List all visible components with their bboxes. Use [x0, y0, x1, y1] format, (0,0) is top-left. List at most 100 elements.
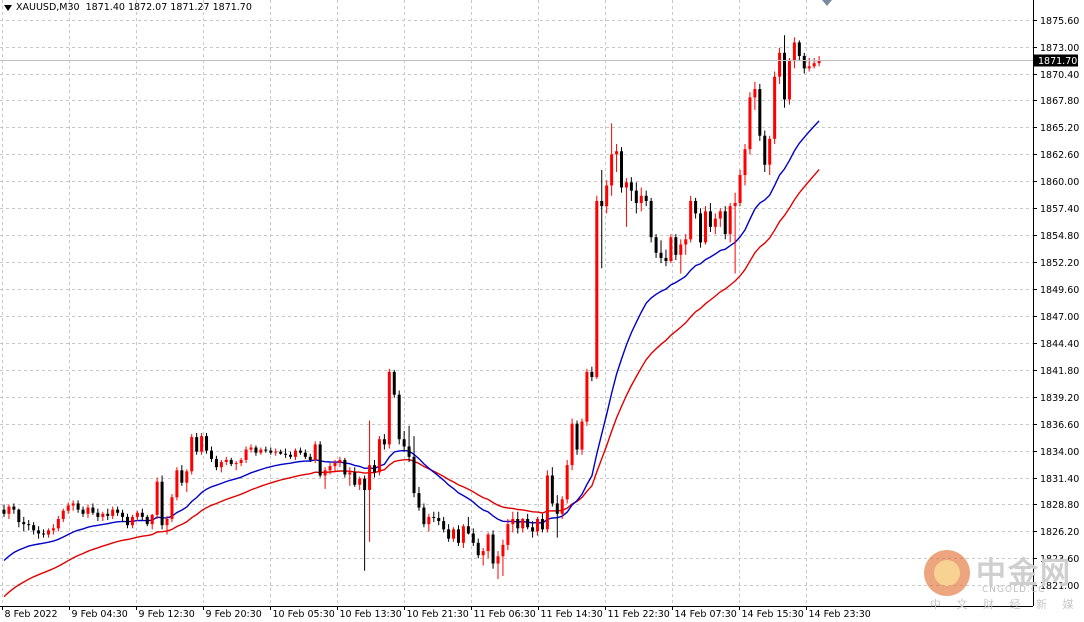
current-price-marker: 1871.70	[0, 54, 1078, 67]
candle	[501, 539, 505, 576]
candle	[461, 524, 465, 548]
y-tick-label: 1862.60	[1040, 150, 1079, 161]
candle	[570, 418, 574, 471]
current-price-box	[1034, 54, 1078, 67]
candle	[817, 55, 821, 67]
candle	[763, 130, 767, 172]
candle	[175, 467, 179, 501]
x-tick-label: 11 Feb 22:30	[608, 609, 670, 620]
candle	[452, 527, 456, 542]
low-value: 1871.27	[170, 2, 210, 13]
candle	[496, 551, 500, 580]
candle	[382, 434, 386, 450]
candle-body	[244, 449, 248, 460]
candle-body	[259, 449, 263, 453]
candle-body	[22, 522, 26, 525]
candle-body	[812, 63, 816, 67]
candle	[392, 369, 396, 398]
candle	[407, 425, 411, 463]
candle	[373, 459, 376, 478]
candle	[116, 506, 120, 516]
candle-body	[447, 529, 451, 539]
candle	[748, 92, 752, 155]
candle-body	[313, 444, 317, 460]
candle-body	[703, 211, 707, 243]
candle	[447, 524, 451, 542]
y-tick-label: 1844.40	[1040, 339, 1079, 350]
current-price-label: 1871.70	[1038, 56, 1077, 67]
candle-body	[807, 66, 811, 69]
candle	[254, 445, 258, 456]
candle-body	[555, 503, 559, 514]
candle-body	[229, 459, 233, 465]
candle-body	[610, 154, 614, 186]
candle-body	[387, 371, 391, 445]
candle-body	[150, 514, 154, 525]
candle	[595, 195, 599, 380]
candle-body	[580, 421, 584, 450]
candle-body	[175, 470, 179, 498]
candle-body	[224, 459, 228, 463]
candle-body	[205, 436, 209, 451]
candle	[368, 420, 372, 542]
candle-body	[101, 513, 105, 517]
candle-body	[713, 218, 717, 227]
candle-body	[17, 509, 21, 523]
candle-body	[46, 530, 50, 535]
y-tick-label: 1875.60	[1040, 16, 1079, 27]
candle	[363, 475, 367, 571]
candle-body	[185, 471, 189, 483]
candle-body	[565, 465, 569, 500]
candle-body	[708, 211, 712, 227]
candle-body	[733, 203, 737, 207]
candle-body	[476, 542, 480, 556]
candle	[259, 447, 263, 455]
y-tick-label: 1852.20	[1040, 258, 1079, 269]
candle-body	[639, 195, 643, 204]
candle	[249, 444, 253, 453]
candle-body	[219, 462, 223, 468]
candle-body	[368, 465, 372, 490]
candle-body	[471, 533, 475, 543]
candle-body	[437, 517, 441, 522]
candles	[2, 35, 821, 580]
watermark-title: 中金网	[976, 556, 1072, 591]
candle	[694, 197, 698, 219]
candle-body	[442, 521, 446, 530]
candle	[323, 467, 327, 489]
candle	[135, 510, 139, 522]
candle-body	[412, 456, 416, 494]
candle	[629, 177, 633, 201]
candle-body	[195, 437, 199, 452]
symbol-label: XAUUSD,M30	[16, 2, 80, 13]
candle-body	[135, 512, 139, 517]
candle-body	[56, 518, 60, 529]
shift-marker-icon[interactable]	[822, 0, 832, 6]
candle-body	[481, 551, 485, 556]
x-tick-label: 14 Feb 07:30	[675, 609, 737, 620]
candle	[743, 143, 747, 186]
candle	[195, 433, 199, 455]
candle	[209, 446, 213, 463]
x-tick-label: 8 Feb 2022	[5, 609, 58, 620]
candle	[585, 368, 589, 426]
candle-body	[190, 437, 194, 472]
candle	[298, 447, 302, 455]
dropdown-triangle-icon[interactable]	[4, 4, 12, 11]
candle-body	[111, 509, 115, 516]
candle	[160, 475, 164, 530]
candle	[244, 446, 248, 464]
candle-body	[545, 475, 549, 530]
candle	[274, 448, 278, 456]
chart-grid	[0, 0, 1033, 606]
candle	[723, 206, 727, 240]
candle-body	[486, 534, 490, 552]
candle-body	[180, 470, 184, 483]
candle-body	[694, 200, 698, 214]
candle-body	[516, 518, 520, 529]
candle-body	[521, 518, 525, 529]
candle-body	[585, 371, 589, 422]
candle-body	[2, 509, 6, 514]
candle	[778, 47, 782, 84]
